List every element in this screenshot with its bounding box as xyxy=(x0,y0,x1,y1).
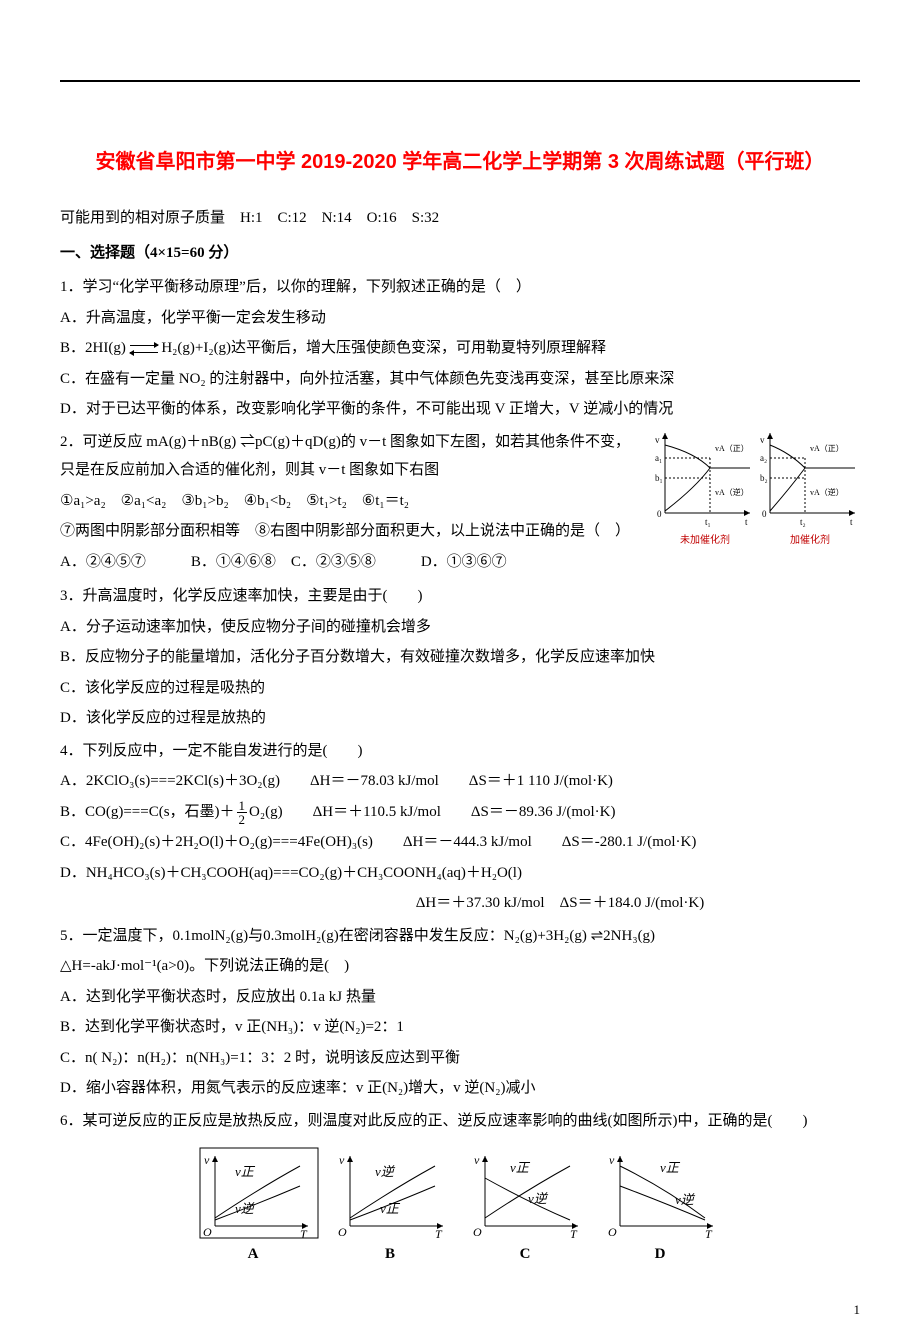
q6d-o: O xyxy=(608,1225,617,1239)
q6a-t: T xyxy=(300,1227,308,1241)
question-4: 4．下列反应中，一定不能自发进行的是( ) A．2KClO₃(s)===2KCl… xyxy=(60,737,860,918)
axis-t-2: t xyxy=(850,517,853,527)
q3-stem: 3．升高温度时，化学反应速率加快，主要是由于( ) xyxy=(60,582,860,611)
q1-option-b: B．2HI(g) H₂(g)+I₂(g)达平衡后，增大压强使颜色变深，可用勒夏特… xyxy=(60,334,860,363)
q6-cap-c: C xyxy=(520,1246,531,1262)
q3-option-b: B．反应物分子的能量增加，活化分子百分数增大，有效碰撞次数增多，化学反应速率加快 xyxy=(60,643,860,672)
q2-graph-svg: v t 0 a₁ b₁ vA（正） vA（逆） t₁ xyxy=(650,428,860,548)
q5-stem-post: 2NH₃(g) xyxy=(603,928,655,944)
fraction-1-2: 12 xyxy=(237,799,248,826)
q5-stem2: △H=-akJ·mol⁻¹(a>0)。下列说法正确的是( ) xyxy=(60,952,860,981)
question-6: 6．某可逆反应的正反应是放热反应，则温度对此反应的正、逆反应速率影响的曲线(如图… xyxy=(60,1107,860,1274)
label-t2: t₂ xyxy=(800,517,806,527)
q6b-v: v xyxy=(339,1153,345,1167)
q1-stem: 1．学习“化学平衡移动原理”后，以你的理解，下列叙述正确的是（ ） xyxy=(60,273,860,302)
q6-cap-a: A xyxy=(248,1246,259,1262)
q1-option-d: D．对于已达平衡的体系，改变影响化学平衡的条件，不可能出现 V 正增大，V 逆减… xyxy=(60,395,860,424)
q4-option-a: A．2KClO₃(s)===2KCl(s)＋3O₂(g) ΔH＝－78.03 k… xyxy=(60,767,860,796)
q2-stem-pre: 2．可逆反应 mA(g)＋nB(g) xyxy=(60,434,240,450)
q3-option-d: D．该化学反应的过程是放热的 xyxy=(60,704,860,733)
origin-0-2: 0 xyxy=(762,509,767,519)
q1-option-c: C．在盛有一定量 NO₂ 的注射器中，向外拉活塞，其中气体颜色先变浅再变深，甚至… xyxy=(60,365,860,394)
q5-stem-pre: 5．一定温度下，0.1molN₂(g)与0.3molH₂(g)在密闭容器中发生反… xyxy=(60,928,591,944)
question-2: v t 0 a₁ b₁ vA（正） vA（逆） t₁ xyxy=(60,428,860,579)
q1-b-pre: B．2HI(g) xyxy=(60,340,126,356)
q5-option-c: C．n( N₂)：n(H₂)：n(NH₃)=1：3：2 时，说明该反应达到平衡 xyxy=(60,1044,860,1073)
q6d-vrev: v逆 xyxy=(675,1192,696,1207)
q4-b-pre: B．CO(g)===C(s，石墨)＋ xyxy=(60,804,235,820)
q6c-t: T xyxy=(570,1227,578,1241)
axis-v: v xyxy=(655,435,660,445)
label-b2: b₂ xyxy=(760,473,768,483)
top-rule xyxy=(60,80,860,82)
section-1-heading: 一、选择题（4×15=60 分） xyxy=(60,239,860,268)
label-b1: b₁ xyxy=(655,473,663,483)
q6c-v: v xyxy=(474,1153,480,1167)
q6-graph-svg: v O T v正 v逆 v O T xyxy=(190,1143,730,1263)
q6a-vrev: v逆 xyxy=(235,1201,256,1216)
q6a-v: v xyxy=(204,1153,210,1167)
origin-0: 0 xyxy=(657,509,662,519)
question-5: 5．一定温度下，0.1molN₂(g)与0.3molH₂(g)在密闭容器中发生反… xyxy=(60,922,860,1103)
q2-graphs: v t 0 a₁ b₁ vA（正） vA（逆） t₁ xyxy=(650,428,860,559)
q2-right-caption: 加催化剂 xyxy=(790,533,830,546)
label-va-rev-1: vA（逆） xyxy=(715,487,749,497)
q6d-v: v xyxy=(609,1153,615,1167)
q6-cap-b: B xyxy=(385,1246,395,1262)
q6a-o: O xyxy=(203,1225,212,1239)
q6c-vfwd: v正 xyxy=(510,1160,531,1175)
label-va-fwd-2: vA（正） xyxy=(810,444,844,453)
question-3: 3．升高温度时，化学反应速率加快，主要是由于( ) A．分子运动速率加快，使反应… xyxy=(60,582,860,733)
equilibrium-arrows-icon xyxy=(130,342,158,356)
label-va-rev-2: vA（逆） xyxy=(810,487,844,497)
q6-stem: 6．某可逆反应的正反应是放热反应，则温度对此反应的正、逆反应速率影响的曲线(如图… xyxy=(60,1107,860,1136)
q6c-vrev: v逆 xyxy=(528,1191,549,1206)
q5-option-d: D．缩小容器体积，用氮气表示的反应速率：v 正(N₂)增大，v 逆(N₂)减小 xyxy=(60,1074,860,1103)
q6b-o: O xyxy=(338,1225,347,1239)
q6-graph-row: v O T v正 v逆 v O T xyxy=(60,1143,860,1274)
page-number: 1 xyxy=(854,1302,861,1318)
q6b-t: T xyxy=(435,1227,443,1241)
document-title: 安徽省阜阳市第一中学 2019-2020 学年高二化学上学期第 3 次周练试题（… xyxy=(60,140,860,184)
axis-v-2: v xyxy=(760,435,765,445)
q5-stem: 5．一定温度下，0.1molN₂(g)与0.3molH₂(g)在密闭容器中发生反… xyxy=(60,922,860,951)
q6b-vfwd: v正 xyxy=(380,1201,401,1216)
q1-option-a: A．升高温度，化学平衡一定会发生移动 xyxy=(60,304,860,333)
q3-option-a: A．分子运动速率加快，使反应物分子间的碰撞机会增多 xyxy=(60,613,860,642)
axis-t: t xyxy=(745,517,748,527)
q3-option-c: C．该化学反应的过程是吸热的 xyxy=(60,674,860,703)
q4-option-c: C．4Fe(OH)₂(s)＋2H₂O(l)＋O₂(g)===4Fe(OH)₃(s… xyxy=(60,828,860,857)
q2-left-caption: 未加催化剂 xyxy=(680,533,730,546)
q4-option-b: B．CO(g)===C(s，石墨)＋12O₂(g) ΔH＝＋110.5 kJ/m… xyxy=(60,798,860,827)
q6b-vrev: v逆 xyxy=(375,1164,396,1179)
label-a1: a₁ xyxy=(655,453,662,463)
atomic-masses: 可能用到的相对原子质量 H:1 C:12 N:14 O:16 S:32 xyxy=(60,204,860,233)
q4-option-d: D．NH₄HCO₃(s)＋CH₃COOH(aq)===CO₂(g)＋CH₃COO… xyxy=(60,859,860,888)
label-va-fwd-1: vA（正） xyxy=(715,444,749,453)
q4-stem: 4．下列反应中，一定不能自发进行的是( ) xyxy=(60,737,860,766)
q6d-vfwd: v正 xyxy=(660,1160,681,1175)
question-1: 1．学习“化学平衡移动原理”后，以你的理解，下列叙述正确的是（ ） A．升高温度… xyxy=(60,273,860,424)
q4-b-post: O₂(g) ΔH＝＋110.5 kJ/mol ΔS＝－89.36 J/(mol·… xyxy=(249,804,615,820)
q5-option-a: A．达到化学平衡状态时，反应放出 0.1a kJ 热量 xyxy=(60,983,860,1012)
label-t1: t₁ xyxy=(705,517,711,527)
q6c-o: O xyxy=(473,1225,482,1239)
q6-cap-d: D xyxy=(655,1246,666,1262)
page: 安徽省阜阳市第一中学 2019-2020 学年高二化学上学期第 3 次周练试题（… xyxy=(0,0,920,1342)
q5-option-b: B．达到化学平衡状态时，v 正(NH₃)：v 逆(N₂)=2：1 xyxy=(60,1013,860,1042)
label-a2: a₂ xyxy=(760,453,767,463)
q4-option-d-line2: ΔH＝＋37.30 kJ/mol ΔS＝＋184.0 J/(mol·K) xyxy=(60,889,860,918)
q6d-t: T xyxy=(705,1227,713,1241)
q1-b-post: H₂(g)+I₂(g)达平衡后，增大压强使颜色变深，可用勒夏特列原理解释 xyxy=(161,340,606,356)
q6a-vfwd: v正 xyxy=(235,1164,256,1179)
